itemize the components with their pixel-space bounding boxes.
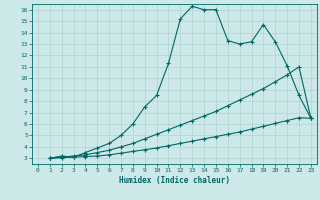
X-axis label: Humidex (Indice chaleur): Humidex (Indice chaleur) (119, 176, 230, 185)
